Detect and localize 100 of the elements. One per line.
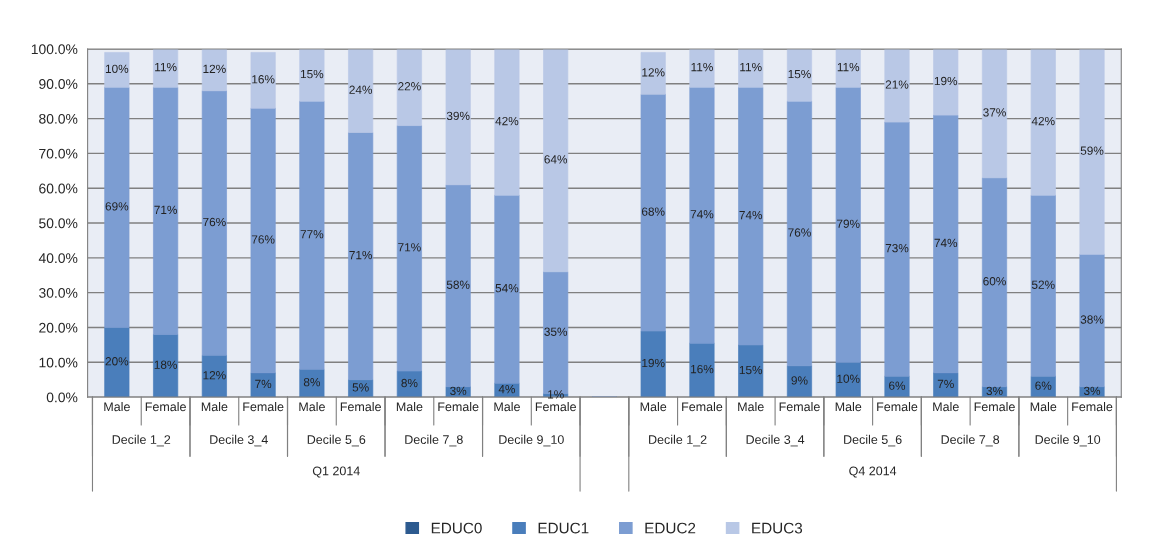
y-tick-label: 60.0% (39, 183, 78, 194)
bar (738, 86, 764, 346)
bar (738, 48, 764, 88)
data-label: 3% (986, 386, 1003, 396)
data-label: 74% (739, 210, 763, 220)
data-label: 37% (983, 108, 1006, 117)
text: Decile 3_4 (210, 434, 268, 447)
x-tick-label: Female (340, 401, 381, 412)
data-label: 19% (934, 76, 958, 86)
data-label: 6% (889, 381, 906, 390)
legend-label: EDUC1 (538, 522, 589, 534)
data-label: 54% (495, 284, 519, 293)
data-label: 15% (300, 69, 324, 79)
bar (396, 48, 422, 126)
y-tick-label: 80.0% (39, 113, 78, 124)
bar (689, 342, 715, 398)
data-label: 7% (255, 379, 272, 389)
bar (104, 52, 130, 88)
x-tick-label: Female (243, 401, 284, 412)
data-label: 52% (1031, 280, 1055, 289)
bar (640, 93, 666, 332)
bar (445, 48, 471, 186)
legend-label: EDUC2 (645, 522, 696, 534)
data-label: 76% (203, 217, 226, 227)
x-tick-label: Female (974, 401, 1015, 412)
x-tick-label: Female (877, 401, 918, 412)
data-label: 21% (885, 80, 909, 89)
data-label: 79% (837, 219, 860, 228)
text: Decile 5_6 (844, 434, 902, 447)
bar (786, 48, 813, 102)
bar (689, 86, 715, 344)
bar (835, 48, 861, 88)
bar (299, 100, 325, 370)
bar (884, 48, 910, 123)
bar (153, 86, 179, 335)
y-tick-label: 40.0% (38, 253, 78, 264)
data-label: 3% (450, 386, 467, 396)
y-tick-label: 70.0% (39, 148, 78, 159)
x-tick-label: Male (1030, 401, 1057, 412)
x-tick-label: Female (1072, 401, 1113, 412)
text: Decile 1_2 (112, 434, 171, 447)
x-tick-label: Male (933, 401, 959, 412)
x-tick-label: Male (299, 401, 325, 412)
bar (640, 330, 666, 398)
bar (201, 90, 227, 356)
data-label: 8% (303, 378, 320, 387)
bar (933, 114, 959, 374)
bar (835, 86, 861, 363)
data-label: 35% (544, 327, 568, 336)
data-label: 58% (446, 280, 470, 289)
bar (1030, 194, 1056, 377)
bar (445, 184, 471, 388)
data-label: 7% (937, 379, 954, 389)
bar (981, 177, 1008, 388)
data-label: 9% (791, 376, 808, 385)
bar (201, 354, 227, 398)
y-tick-label: 90.0% (39, 79, 78, 89)
bar (786, 100, 813, 367)
y-tick-label: 100.0% (31, 44, 78, 55)
x-tick-label: Female (438, 401, 479, 412)
x-tick-label: Male (494, 401, 520, 412)
y-tick-label: 20.0% (39, 322, 78, 333)
data-label: 10% (105, 64, 129, 74)
y-tick-label: 0.0% (46, 392, 78, 403)
bar (786, 365, 813, 398)
data-label: 5% (352, 383, 369, 392)
data-label: 4% (498, 385, 516, 394)
text: Decile 7_8 (405, 434, 463, 447)
x-tick-label: Female (145, 401, 186, 412)
data-label: 69% (105, 202, 129, 211)
bar (201, 48, 227, 92)
data-label: 74% (690, 210, 714, 219)
x-tick-label: Male (396, 401, 423, 412)
data-label: 39% (446, 111, 470, 121)
x-tick-label: Female (535, 401, 576, 412)
x-tick-label: Male (640, 401, 667, 412)
bar (738, 344, 764, 398)
text: Decile 9_10 (1035, 434, 1101, 447)
bar (884, 121, 910, 377)
bar (1079, 254, 1105, 388)
data-label: 1% (548, 390, 564, 399)
data-label: 71% (398, 243, 421, 252)
data-label: 73% (885, 243, 909, 253)
x-tick-label: Female (682, 401, 723, 412)
bar (1079, 48, 1105, 255)
data-label: 16% (691, 364, 714, 374)
data-label: 11% (837, 62, 860, 72)
bar (104, 327, 130, 398)
data-label: 60% (983, 277, 1006, 286)
legend-label: EDUC3 (752, 522, 803, 534)
bar (153, 334, 179, 398)
bar (348, 132, 374, 381)
data-label: 15% (788, 69, 811, 79)
data-label: 16% (252, 75, 275, 84)
data-label: 8% (401, 378, 418, 388)
bar (299, 48, 325, 102)
data-label: 42% (495, 116, 519, 126)
x-tick-label: Male (738, 401, 764, 412)
bar (396, 125, 422, 372)
data-label: 20% (105, 357, 129, 366)
